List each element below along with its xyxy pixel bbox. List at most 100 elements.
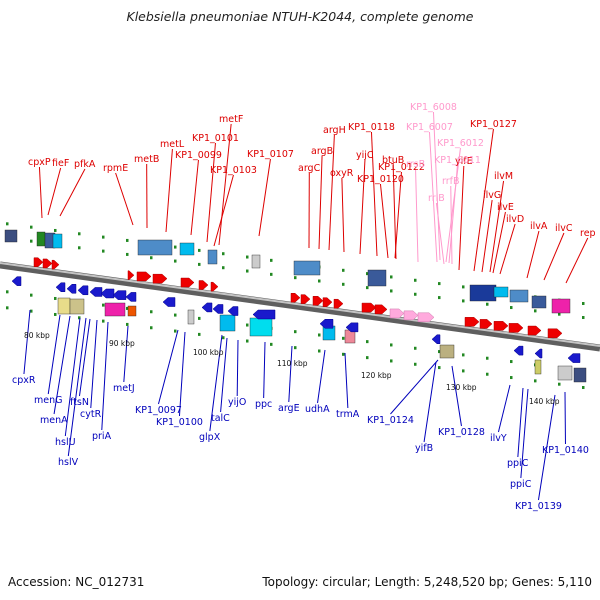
gene-label-ilvd: ilvD <box>506 214 524 225</box>
leader-line <box>67 317 87 457</box>
feature-boxes-layer <box>4 229 587 383</box>
tick-mark <box>174 313 177 317</box>
gene-label-cpxp: cpxP <box>28 157 51 168</box>
feature-box <box>551 298 571 314</box>
gene-label-kp1-0099: KP1_0099 <box>175 150 222 161</box>
tick-mark <box>390 275 393 279</box>
tick-mark <box>198 262 201 266</box>
forward-gene-arrow <box>180 277 195 288</box>
leader-line <box>59 168 86 217</box>
gene-label-hslu: hslU <box>55 437 76 448</box>
tick-mark <box>150 256 153 260</box>
tick-mark <box>6 306 9 310</box>
feature-box <box>69 298 85 315</box>
gene-label-ilve: ilvE <box>497 202 514 213</box>
gene-label-kp1-0139: KP1_0139 <box>515 501 562 512</box>
tick-mark <box>174 259 177 263</box>
gene-label-ilvc: ilvC <box>555 223 573 234</box>
kbp-label: 80 kbp <box>24 331 50 340</box>
tick-mark <box>246 255 249 259</box>
gene-label-kp1-0127: KP1_0127 <box>470 119 517 130</box>
feature-box <box>531 295 547 309</box>
tick-mark <box>174 245 177 249</box>
tick-mark <box>366 272 369 276</box>
leader-line <box>423 361 437 443</box>
forward-gene-arrow <box>464 317 480 327</box>
rna-label-kp1-6008: KP1_6008 <box>410 102 457 113</box>
leader-line <box>445 147 461 263</box>
gene-label-kp1-0097: KP1_0097 <box>135 405 182 416</box>
rna-label-rrsb: rrsB <box>406 159 425 170</box>
reverse-gene-arrow <box>345 322 359 333</box>
gene-label-argh: argH <box>323 125 346 136</box>
gene-label-fief: fieF <box>52 158 69 169</box>
tick-mark <box>102 319 105 323</box>
leader-line <box>318 155 323 250</box>
forward-gene-arrow <box>51 259 60 270</box>
gene-label-mena: menA <box>40 415 68 426</box>
gene-label-kp1-0124: KP1_0124 <box>367 415 414 426</box>
tick-mark <box>582 316 585 320</box>
leader-line <box>209 334 223 432</box>
rna-label-rrlb: rrlB <box>428 193 445 204</box>
reverse-gene-arrow <box>227 306 239 316</box>
tick-mark <box>438 366 441 370</box>
tick-mark <box>510 360 513 364</box>
gene-label-cytr: cytR <box>80 409 102 420</box>
reverse-gene-arrow <box>112 290 127 300</box>
gene-label-kp1-0107: KP1_0107 <box>247 149 294 160</box>
feature-box <box>251 254 261 269</box>
gene-label-metj: metJ <box>113 383 135 394</box>
forward-gene-arrow <box>322 297 333 307</box>
tick-mark <box>102 235 105 239</box>
tick-mark <box>30 309 33 313</box>
reverse-gene-arrow <box>431 334 441 345</box>
leader-line <box>451 365 462 427</box>
tick-mark <box>486 356 489 360</box>
forward-gene-arrow <box>136 271 152 282</box>
tick-mark <box>462 299 465 303</box>
feature-box <box>137 239 173 256</box>
gene-label-yife: yifE <box>455 156 473 167</box>
leader-line <box>394 171 402 259</box>
tick-marks-layer <box>6 222 585 390</box>
leader-line <box>53 315 71 415</box>
tick-mark <box>198 248 201 252</box>
gene-label-glpx: glpX <box>199 432 221 443</box>
forward-gene-arrow <box>312 296 324 306</box>
feature-box <box>293 260 321 276</box>
tick-mark <box>54 296 57 300</box>
feature-box <box>57 297 71 315</box>
tick-mark <box>246 269 249 273</box>
forward-gene-arrow <box>127 270 135 280</box>
tick-mark <box>462 285 465 289</box>
forward-gene-arrow <box>333 298 344 309</box>
tick-mark <box>486 302 489 306</box>
tick-mark <box>342 282 345 286</box>
leader-line <box>497 384 511 433</box>
gene-label-pria: priA <box>92 431 112 442</box>
feature-box <box>534 359 542 375</box>
tick-mark <box>534 309 537 313</box>
feature-box <box>52 233 63 249</box>
leader-line <box>178 331 186 417</box>
forward-gene-arrow <box>290 293 301 303</box>
tick-mark <box>294 276 297 280</box>
tick-mark <box>78 316 81 320</box>
tick-mark <box>366 356 369 360</box>
forward-gene-arrow <box>493 321 509 331</box>
tick-mark <box>78 232 81 236</box>
leader-line <box>526 230 540 279</box>
feature-box <box>249 317 273 337</box>
tick-mark <box>270 272 273 276</box>
rna-label-kp1-6012: KP1_6012 <box>437 138 484 149</box>
forward-gene-arrow <box>42 258 53 269</box>
tick-mark <box>126 252 129 256</box>
feature-box <box>104 302 126 317</box>
rrna-arrow <box>389 308 405 319</box>
feature-box <box>573 367 587 383</box>
tick-mark <box>414 346 417 350</box>
tick-mark <box>414 362 417 366</box>
tick-mark <box>30 239 33 243</box>
leader-line <box>489 180 505 273</box>
